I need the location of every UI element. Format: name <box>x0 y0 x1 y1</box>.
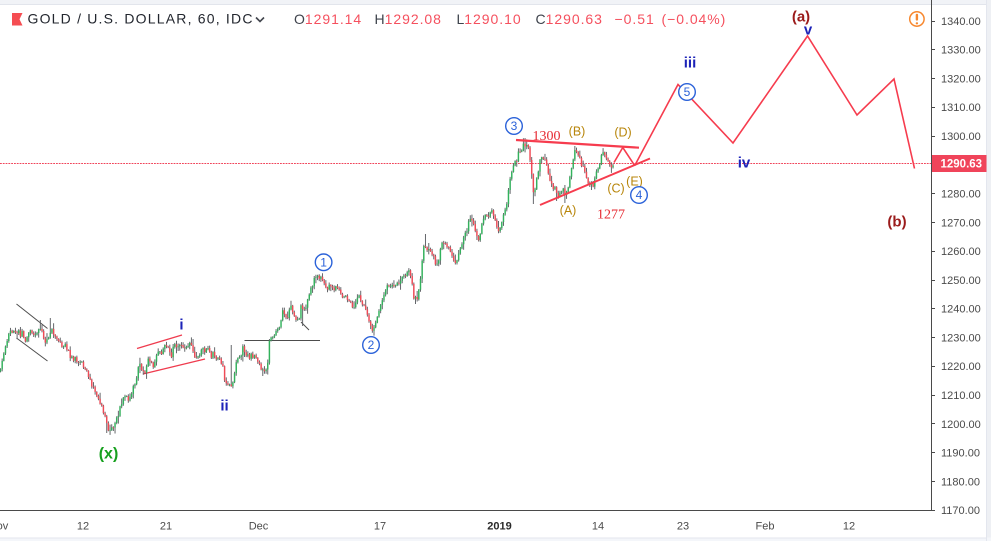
svg-text:1277: 1277 <box>597 208 625 223</box>
svg-text:iv: iv <box>738 155 751 172</box>
svg-text:1300.00: 1300.00 <box>941 131 981 143</box>
svg-text:Feb: Feb <box>756 521 775 533</box>
svg-text:21: 21 <box>160 521 172 533</box>
svg-text:(C): (C) <box>607 182 624 196</box>
svg-text:1330.00: 1330.00 <box>941 45 981 57</box>
svg-text:1170.00: 1170.00 <box>941 505 980 517</box>
svg-text:1270.00: 1270.00 <box>941 217 981 229</box>
svg-text:1230.00: 1230.00 <box>941 332 981 344</box>
svg-text:2019: 2019 <box>487 521 511 533</box>
svg-text:1210.00: 1210.00 <box>941 390 981 402</box>
svg-text:(B): (B) <box>569 125 586 139</box>
svg-text:(a): (a) <box>792 9 810 26</box>
svg-text:23: 23 <box>677 521 689 533</box>
svg-text:1290.63: 1290.63 <box>941 159 983 171</box>
svg-text:14: 14 <box>592 521 604 533</box>
svg-text:(D): (D) <box>614 126 631 140</box>
svg-text:1180.00: 1180.00 <box>941 476 980 488</box>
svg-text:Nov: Nov <box>0 521 9 533</box>
svg-text:(x): (x) <box>99 446 119 463</box>
svg-text:1: 1 <box>320 256 327 270</box>
svg-text:5: 5 <box>684 85 691 99</box>
svg-text:12: 12 <box>77 521 89 533</box>
svg-text:1310.00: 1310.00 <box>941 102 981 114</box>
svg-text:3: 3 <box>511 119 518 133</box>
svg-text:1320.00: 1320.00 <box>941 74 981 86</box>
svg-text:1240.00: 1240.00 <box>941 304 981 316</box>
svg-text:17: 17 <box>374 521 386 533</box>
svg-text:1300: 1300 <box>533 129 561 144</box>
svg-text:4: 4 <box>636 188 643 202</box>
svg-text:1280.00: 1280.00 <box>941 189 981 201</box>
svg-text:1340.00: 1340.00 <box>941 16 981 28</box>
svg-text:Dec: Dec <box>249 521 269 533</box>
svg-text:(b): (b) <box>887 214 906 231</box>
svg-text:1190.00: 1190.00 <box>941 448 980 460</box>
svg-text:2: 2 <box>368 338 375 352</box>
svg-text:i: i <box>179 317 183 334</box>
svg-text:12: 12 <box>843 521 855 533</box>
svg-text:(E): (E) <box>626 175 643 189</box>
svg-text:(A): (A) <box>560 204 577 218</box>
svg-text:iii: iii <box>684 55 697 72</box>
svg-text:1250.00: 1250.00 <box>941 275 981 287</box>
svg-text:1200.00: 1200.00 <box>941 419 981 431</box>
svg-text:1260.00: 1260.00 <box>941 246 981 258</box>
svg-text:GOLD / U.S. DOLLAR, 60, IDC: GOLD / U.S. DOLLAR, 60, IDC <box>28 11 254 27</box>
svg-text:1220.00: 1220.00 <box>941 361 981 373</box>
svg-text:ii: ii <box>220 398 228 415</box>
svg-text:v: v <box>804 22 813 39</box>
